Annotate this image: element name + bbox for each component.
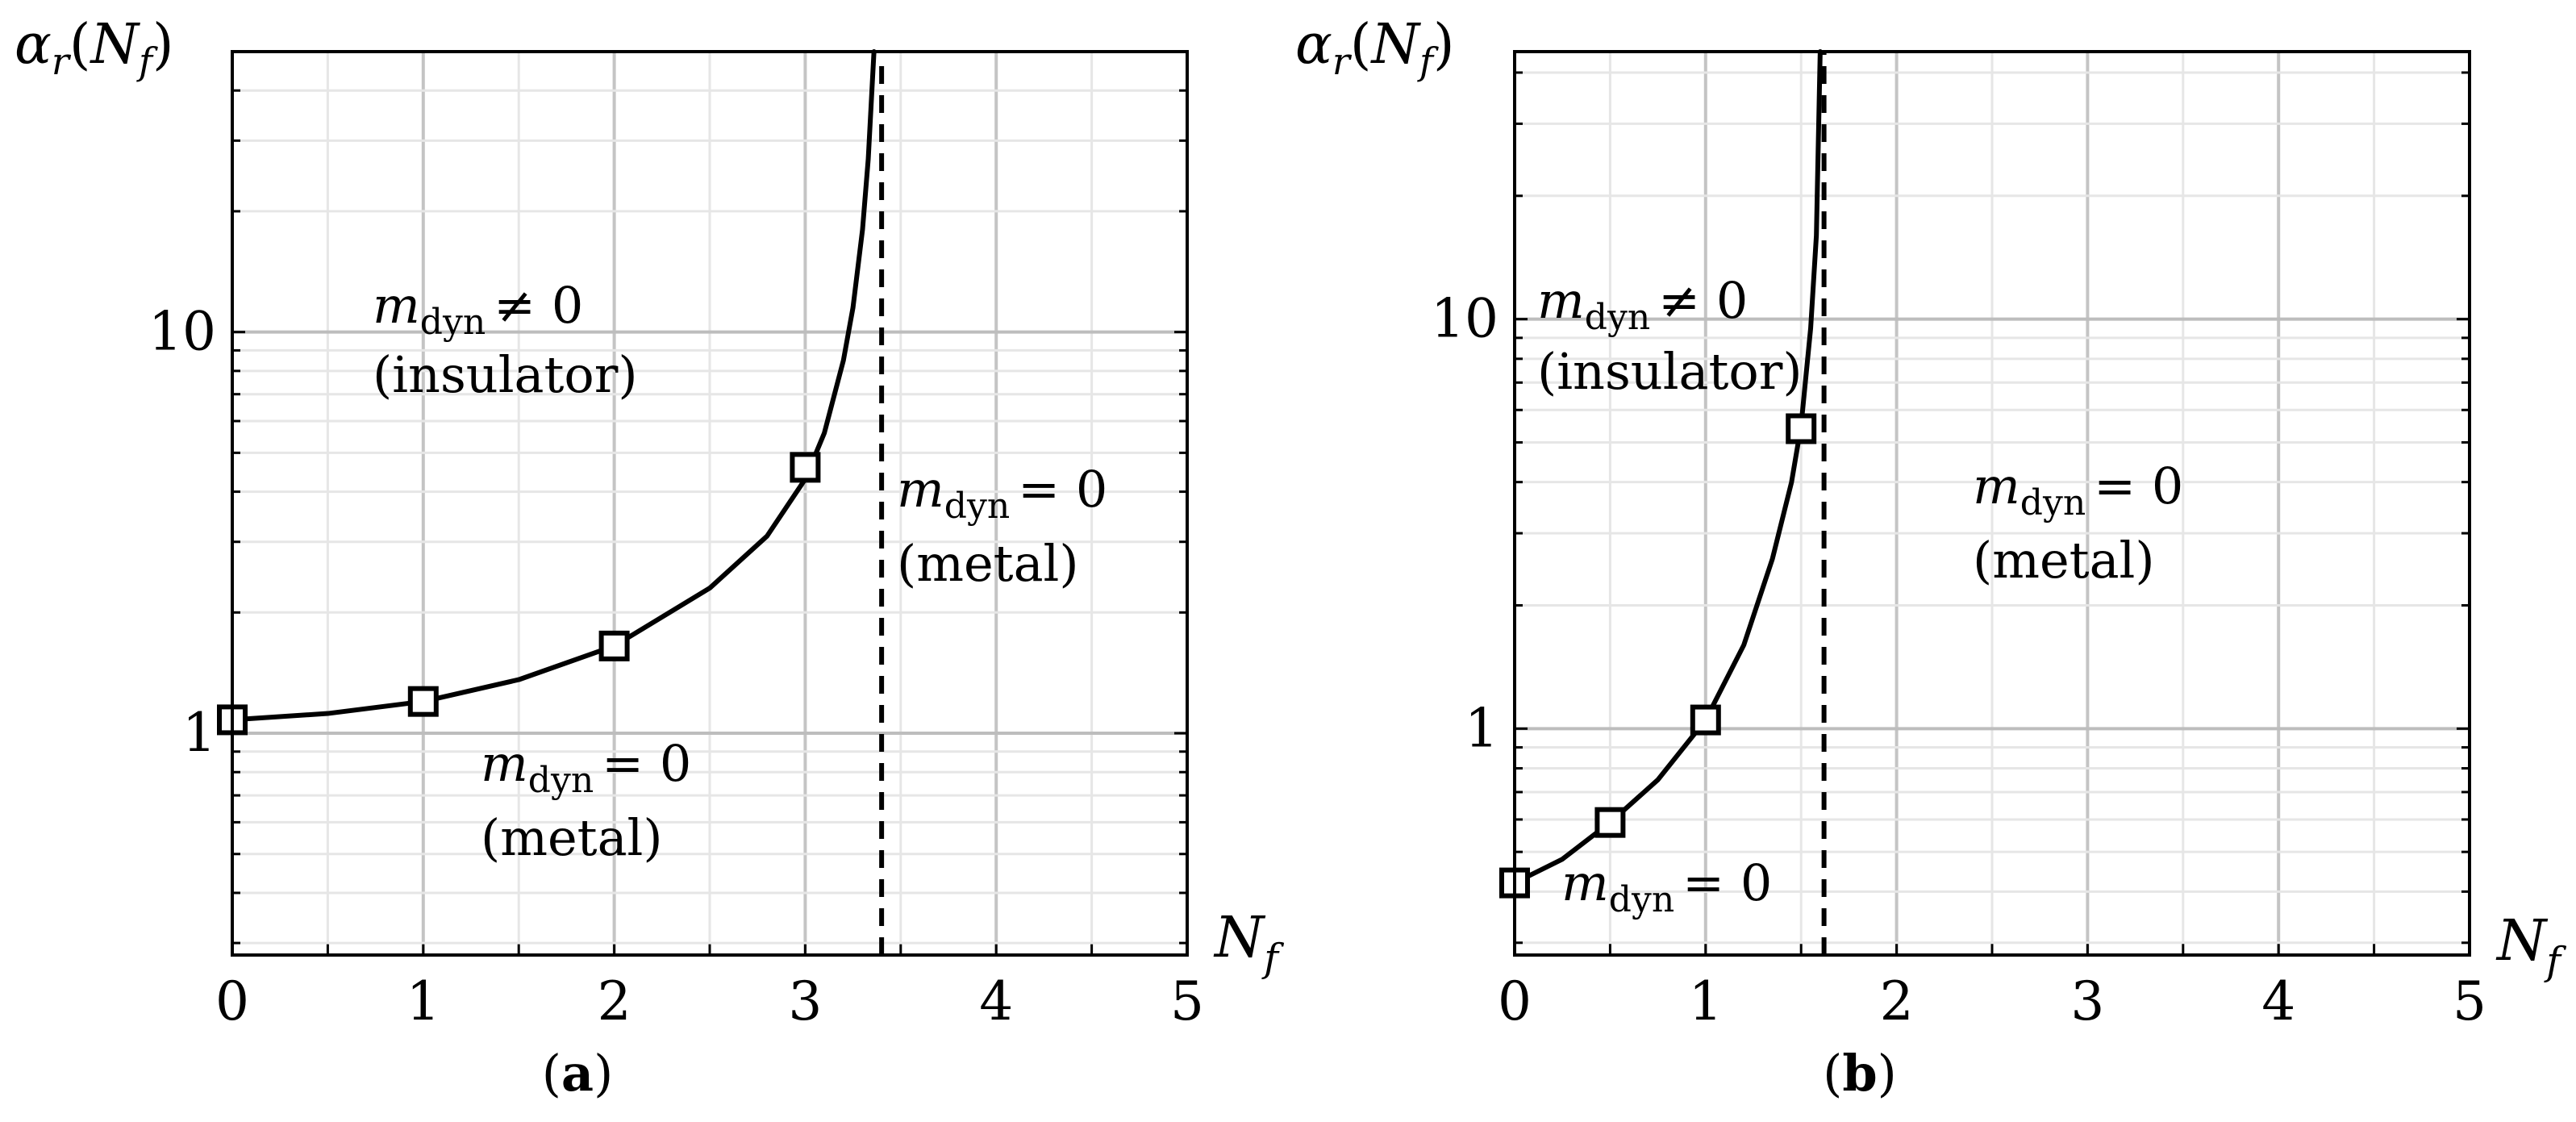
ann-phase: (metal): [481, 808, 663, 867]
caption-close: ): [1878, 1044, 1897, 1103]
caption-open: (: [542, 1044, 561, 1103]
y-label-symbol: α: [1295, 13, 1332, 77]
ann-phase: (insulator): [1537, 342, 1803, 401]
ann-subscript: dyn: [1585, 297, 1650, 338]
curve-line: [230, 49, 877, 723]
y-label-close-paren: ): [1433, 13, 1455, 77]
plot-frame-b: [1513, 50, 2471, 957]
y-tick-label: 1: [1465, 697, 1498, 759]
tick-labels-a: 0 1 2 3 4 5 1 10: [148, 301, 1204, 1032]
tick-labels-b: 0 1 2 3 4 5 1 10: [1431, 288, 2486, 1032]
x-tick-label: 3: [788, 970, 822, 1032]
y-label-subscript: r: [52, 40, 72, 83]
x-tick-label: 4: [979, 970, 1013, 1032]
y-label-arg: N: [89, 13, 140, 77]
annotation-metal-bottom-b: mdyn = 0: [1561, 853, 1772, 920]
data-point-marker: [1786, 413, 1817, 444]
ann-subscript: dyn: [944, 486, 1010, 527]
x-label-symbol: N: [1213, 904, 1266, 970]
x-tick-label: 3: [2070, 970, 2104, 1032]
caption-letter: b: [1842, 1044, 1877, 1103]
x-axis-label-b: Nf: [2495, 907, 2566, 984]
curve-line: [1512, 49, 1823, 886]
y-tick-label: 1: [182, 702, 216, 764]
ann-symbol: m: [897, 460, 944, 519]
x-tick-label: 2: [598, 970, 631, 1032]
annotation-insulator-a: mdyn ≠ 0 (insulator): [373, 276, 638, 404]
x-tick-label: 1: [1689, 970, 1723, 1032]
data-point-marker: [407, 686, 439, 717]
caption-letter: a: [561, 1044, 594, 1103]
ann-subscript: dyn: [420, 302, 486, 343]
plot-frame-a: [231, 50, 1189, 957]
y-tick-label: 10: [148, 301, 216, 363]
ann-phase: (insulator): [373, 345, 638, 404]
ann-subscript: dyn: [528, 760, 594, 801]
y-label-open-paren: (: [1350, 13, 1372, 77]
annotation-insulator-b: mdyn ≠ 0 (insulator): [1537, 271, 1803, 401]
x-tick-label: 4: [2261, 970, 2295, 1032]
ann-relation: = 0: [1018, 460, 1107, 519]
x-label-subscript: f: [1261, 936, 1284, 981]
x-tick-label: 5: [2453, 970, 2486, 1032]
ann-relation: ≠ 0: [494, 276, 583, 335]
ann-phase: (metal): [1973, 531, 2155, 590]
panel-caption-a: (a): [542, 1044, 614, 1103]
data-point-marker: [790, 452, 821, 483]
x-tick-label: 1: [406, 970, 440, 1032]
y-label-open-paren: (: [69, 13, 91, 77]
ann-phase: (metal): [897, 534, 1079, 593]
caption-close: ): [594, 1044, 613, 1103]
ann-symbol: m: [1537, 271, 1585, 330]
x-axis-label-a: Nf: [1213, 904, 1284, 981]
y-label-close-paren: ): [152, 13, 174, 77]
ann-subscript: dyn: [2020, 482, 2086, 523]
y-tick-label: 10: [1431, 288, 1498, 350]
ann-symbol: m: [1561, 853, 1609, 912]
y-label-subscript: r: [1332, 40, 1353, 83]
x-label-symbol: N: [2495, 907, 2549, 974]
y-label-arg: N: [1369, 13, 1421, 77]
panel-caption-b: (b): [1823, 1044, 1897, 1103]
ann-symbol: m: [1973, 457, 2020, 515]
annotation-metal-right-a: mdyn = 0 (metal): [897, 460, 1123, 593]
caption-open: (: [1823, 1044, 1842, 1103]
x-tick-label: 5: [1170, 970, 1204, 1032]
ann-symbol: m: [373, 276, 420, 335]
x-tick-label: 0: [215, 970, 249, 1032]
ann-symbol: m: [481, 734, 528, 793]
annotation-metal-bottom-a: mdyn = 0 (metal): [481, 734, 707, 867]
y-axis-label-b: αr(Nf): [1295, 13, 1455, 83]
data-point-marker: [1690, 704, 1721, 736]
ann-subscript: dyn: [1609, 879, 1674, 920]
ann-relation: = 0: [602, 734, 691, 793]
y-axis-label-a: αr(Nf): [15, 13, 174, 83]
ann-relation: = 0: [2094, 457, 2183, 515]
ann-relation: = 0: [1682, 853, 1772, 912]
x-tick-label: 2: [1880, 970, 1914, 1032]
data-point-marker: [1594, 807, 1626, 838]
y-label-symbol: α: [15, 13, 52, 77]
x-label-subscript: f: [2544, 939, 2566, 984]
data-point-marker: [598, 630, 630, 661]
annotation-metal-right-b: mdyn = 0 (metal): [1973, 457, 2199, 590]
x-tick-label: 0: [1498, 970, 1532, 1032]
ann-relation: ≠ 0: [1658, 271, 1748, 330]
grid-lines-a: [231, 50, 1189, 955]
